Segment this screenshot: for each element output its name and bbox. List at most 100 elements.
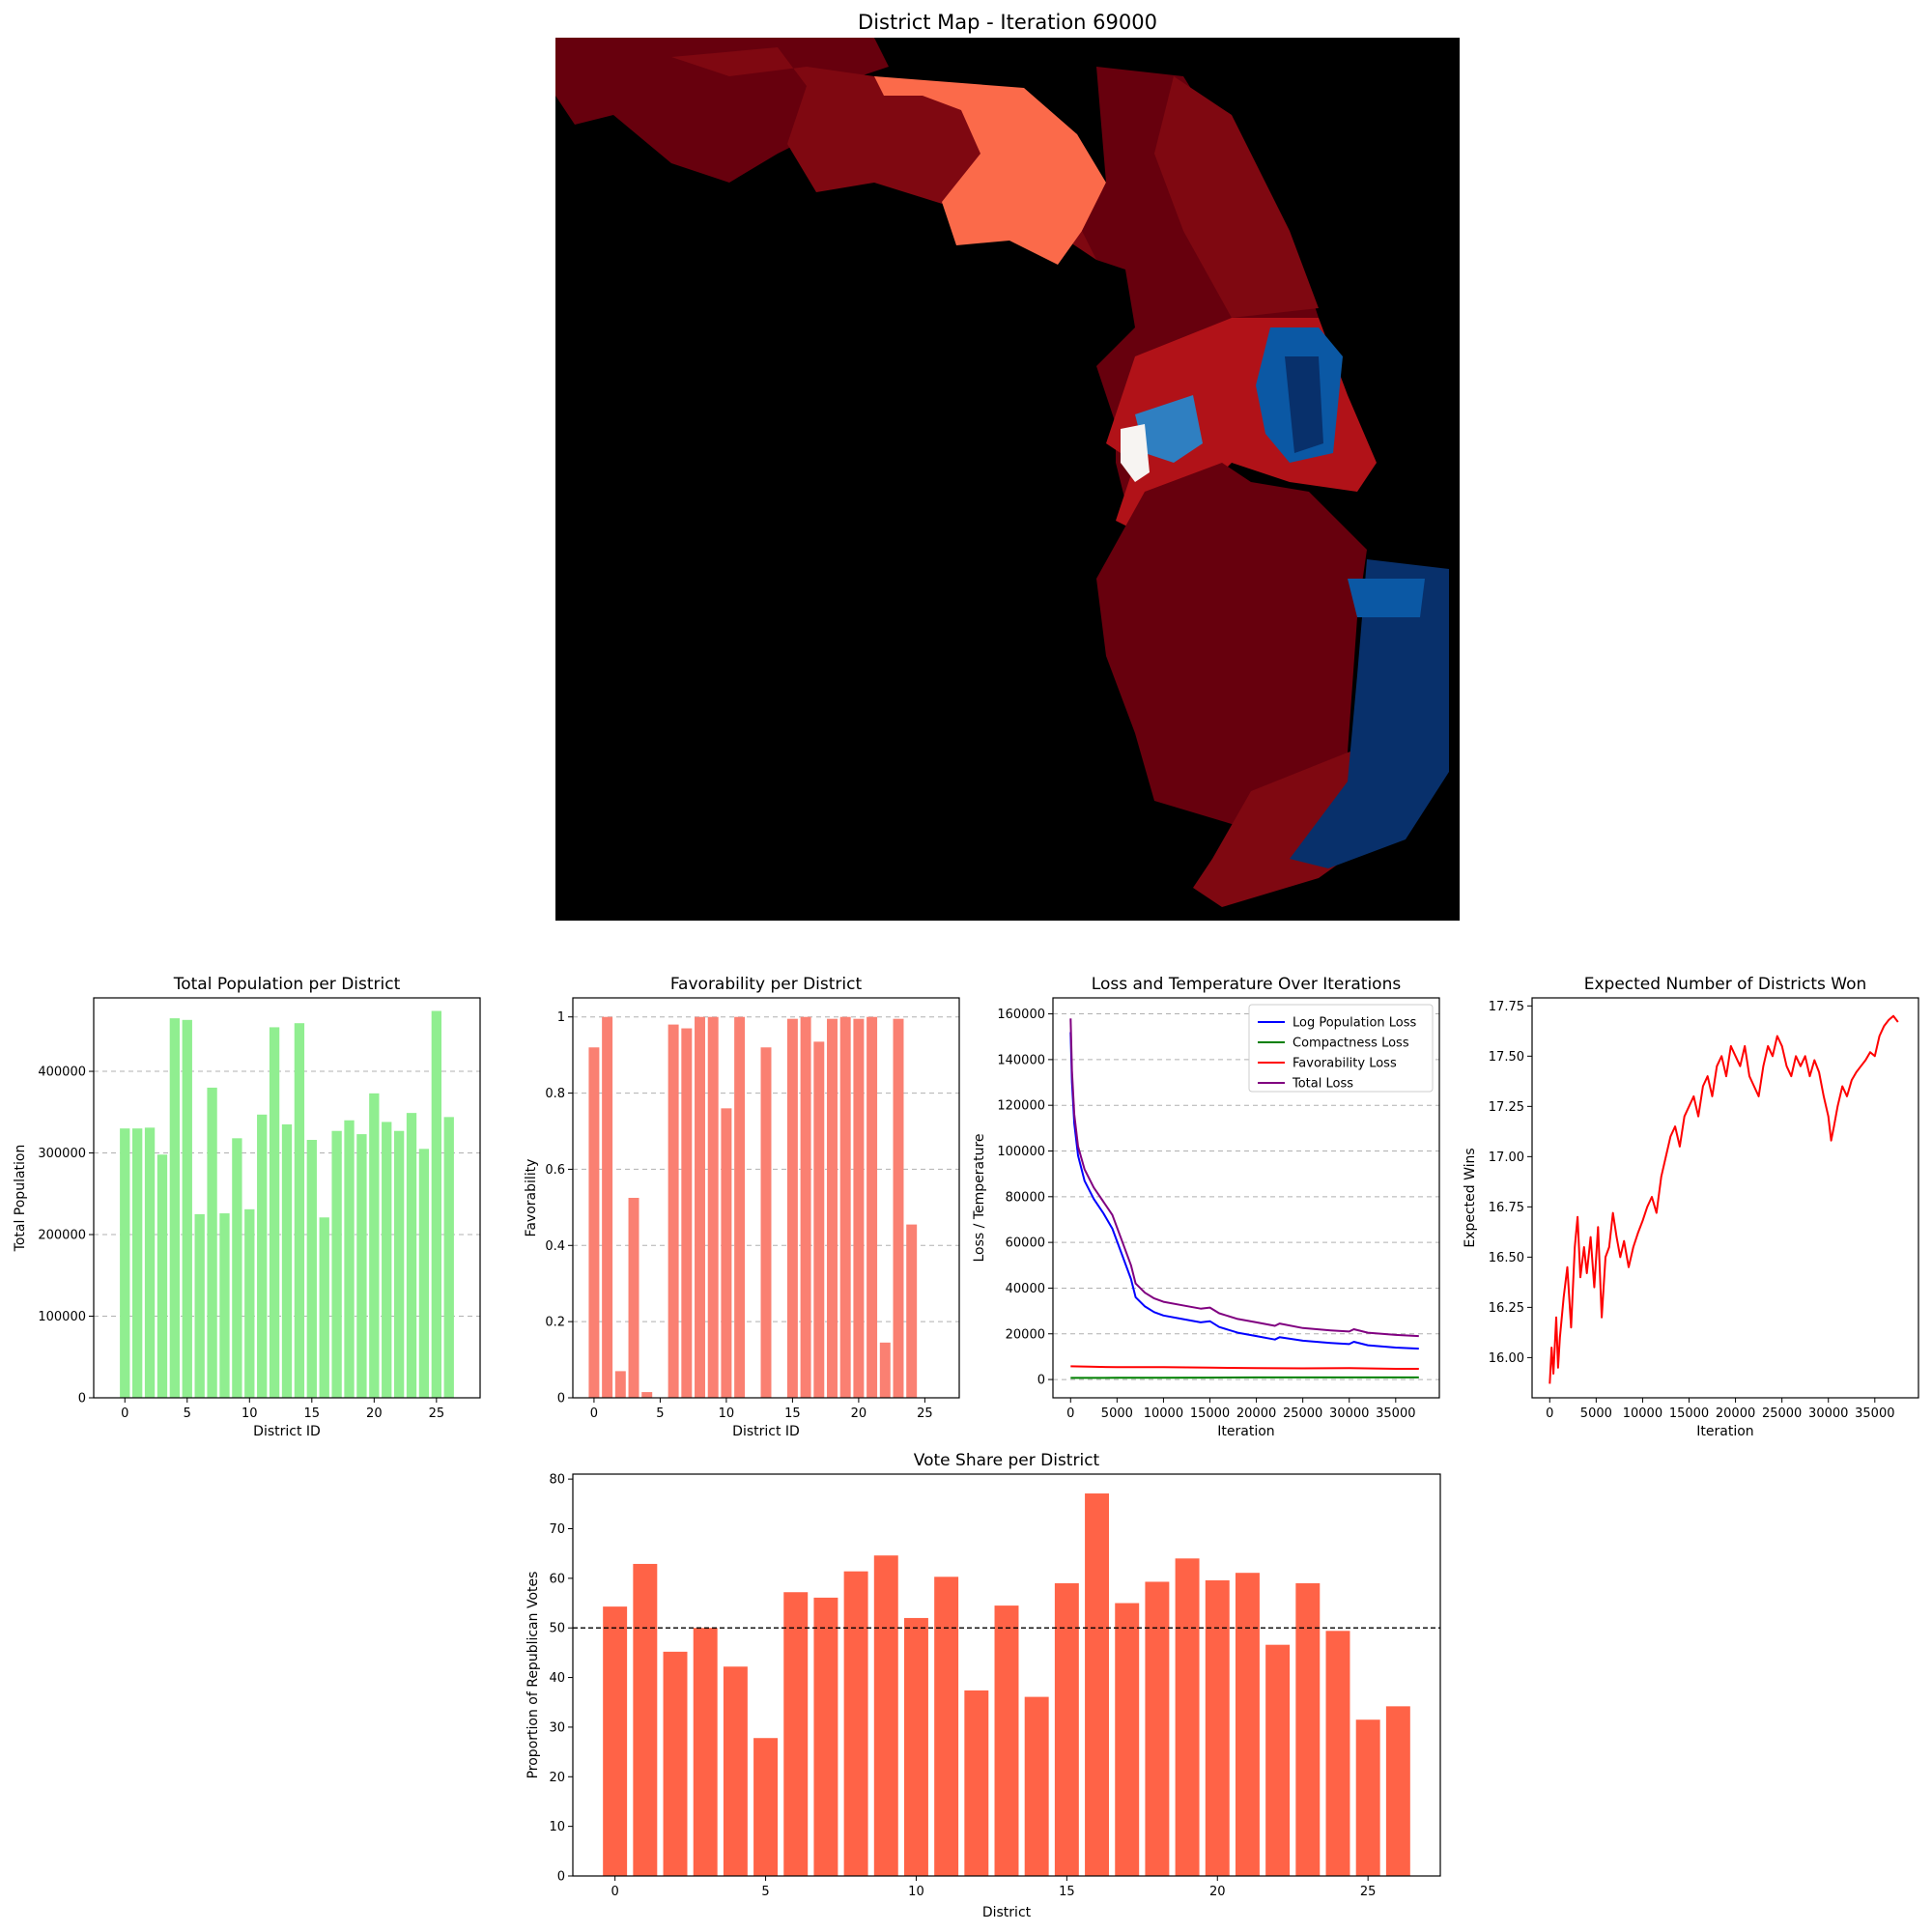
x-tick-label: 25 — [917, 1406, 933, 1421]
plot-area: 00.20.40.60.810 5 10 15 20 25 — [545, 1010, 959, 1421]
bar — [603, 1606, 628, 1876]
x-tick-label: 35000 — [1376, 1406, 1415, 1421]
bar — [633, 1563, 658, 1876]
bar — [853, 1018, 865, 1398]
bar — [132, 1128, 143, 1398]
bar — [281, 1123, 293, 1398]
x-axis-label: Iteration — [1217, 1424, 1274, 1439]
district-region-orlando-core — [1285, 356, 1323, 453]
bar — [893, 1018, 904, 1398]
bar — [641, 1392, 653, 1398]
bar — [663, 1651, 688, 1876]
x-tick-label: 15 — [1059, 1885, 1075, 1899]
legend-label: Total Loss — [1292, 1077, 1353, 1092]
y-tick-label: 80 — [549, 1473, 565, 1488]
bar — [1295, 1582, 1321, 1876]
y-tick-label: 0 — [1037, 1374, 1045, 1388]
x-tick-label: 0 — [1066, 1406, 1074, 1421]
chart-title: Vote Share per District — [914, 1451, 1100, 1470]
x-tick-label: 20 — [1209, 1885, 1226, 1899]
y-tick-label: 0 — [557, 1870, 565, 1885]
bar — [344, 1120, 355, 1398]
y-tick-label: 0.4 — [545, 1239, 565, 1254]
district-map — [555, 38, 1460, 921]
x-tick-label: 25 — [429, 1406, 445, 1421]
bar — [695, 1016, 705, 1398]
bar — [734, 1016, 746, 1398]
bar — [418, 1149, 430, 1398]
bar — [1024, 1696, 1049, 1876]
bar — [843, 1571, 868, 1876]
axes-frame — [1531, 997, 1919, 1399]
x-tick-label: 10 — [242, 1406, 258, 1421]
y-tick-label: 17.75 — [1489, 1000, 1524, 1014]
y-tick-label: 0 — [557, 1392, 565, 1406]
bar — [628, 1198, 639, 1398]
axes-frame — [93, 997, 481, 1399]
axes-frame — [572, 997, 960, 1399]
bar — [156, 1154, 168, 1398]
y-tick-label: 20 — [549, 1771, 565, 1785]
x-tick-label: 25000 — [1283, 1406, 1322, 1421]
bar — [169, 1018, 181, 1398]
x-tick-label: 10 — [719, 1406, 735, 1421]
bar — [681, 1028, 693, 1398]
x-axis-label: District — [982, 1905, 1032, 1920]
y-axis-label: Favorability — [524, 1159, 539, 1237]
bar — [294, 1023, 305, 1398]
bar — [1385, 1706, 1410, 1876]
x-tick-label: 20000 — [1716, 1406, 1755, 1421]
x-tick-label: 25000 — [1762, 1406, 1802, 1421]
y-tick-label: 80000 — [1006, 1190, 1045, 1205]
x-tick-label: 0 — [611, 1885, 619, 1899]
bar — [406, 1113, 417, 1398]
x-tick-label: 5000 — [1580, 1406, 1612, 1421]
y-tick-label: 50 — [549, 1622, 565, 1636]
legend-label: Compactness Loss — [1293, 1037, 1409, 1051]
bar — [964, 1690, 989, 1876]
bar — [319, 1217, 329, 1398]
district-region-south-west — [1096, 463, 1367, 830]
bar — [219, 1213, 230, 1398]
bar — [194, 1213, 205, 1398]
y-tick-label: 40000 — [1006, 1282, 1045, 1296]
bar — [827, 1018, 838, 1398]
population-chart: Total Population per District 0100000200… — [13, 975, 481, 1439]
chart-title: Expected Number of Districts Won — [1584, 975, 1867, 994]
axes-frame — [572, 1473, 1441, 1877]
y-tick-label: 17.25 — [1489, 1100, 1524, 1115]
x-axis-label: District ID — [253, 1424, 321, 1439]
favorability-chart: Favorability per District 0 0.2 0.4 0.6 0.8 1… — [524, 975, 960, 1439]
bar — [369, 1093, 380, 1398]
bar — [244, 1208, 255, 1398]
y-tick-label: 100000 — [997, 1145, 1045, 1159]
bar — [306, 1140, 317, 1398]
bar — [813, 1041, 825, 1398]
bar — [331, 1130, 342, 1398]
district-map-panel: District Map - Iteration 69000 — [555, 11, 1460, 921]
series-line — [1070, 1365, 1419, 1370]
y-tick-label: 16.75 — [1489, 1201, 1524, 1215]
bar — [1175, 1558, 1200, 1876]
x-tick-label: 25 — [1360, 1885, 1377, 1899]
bar — [753, 1738, 779, 1876]
series-line — [1548, 1014, 1899, 1384]
bar — [431, 1010, 441, 1398]
district-region-big-bend — [874, 76, 1106, 265]
bar — [800, 1016, 811, 1398]
legend-label: Favorability Loss — [1293, 1057, 1397, 1071]
bar — [721, 1108, 732, 1398]
bar — [903, 1617, 928, 1876]
bar — [144, 1127, 156, 1398]
bar — [356, 1134, 367, 1398]
district-region-east-inlet — [1348, 579, 1425, 617]
y-tick-label: 140000 — [997, 1053, 1045, 1067]
y-tick-label: 20000 — [1006, 1327, 1045, 1342]
x-tick-label: 5 — [184, 1406, 191, 1421]
y-tick-label: 17.00 — [1489, 1151, 1524, 1165]
x-tick-label: 20 — [851, 1406, 867, 1421]
x-tick-label: 30000 — [1329, 1406, 1369, 1421]
y-tick-label: 30 — [549, 1720, 565, 1735]
x-tick-label: 30000 — [1808, 1406, 1848, 1421]
bar — [867, 1016, 878, 1398]
